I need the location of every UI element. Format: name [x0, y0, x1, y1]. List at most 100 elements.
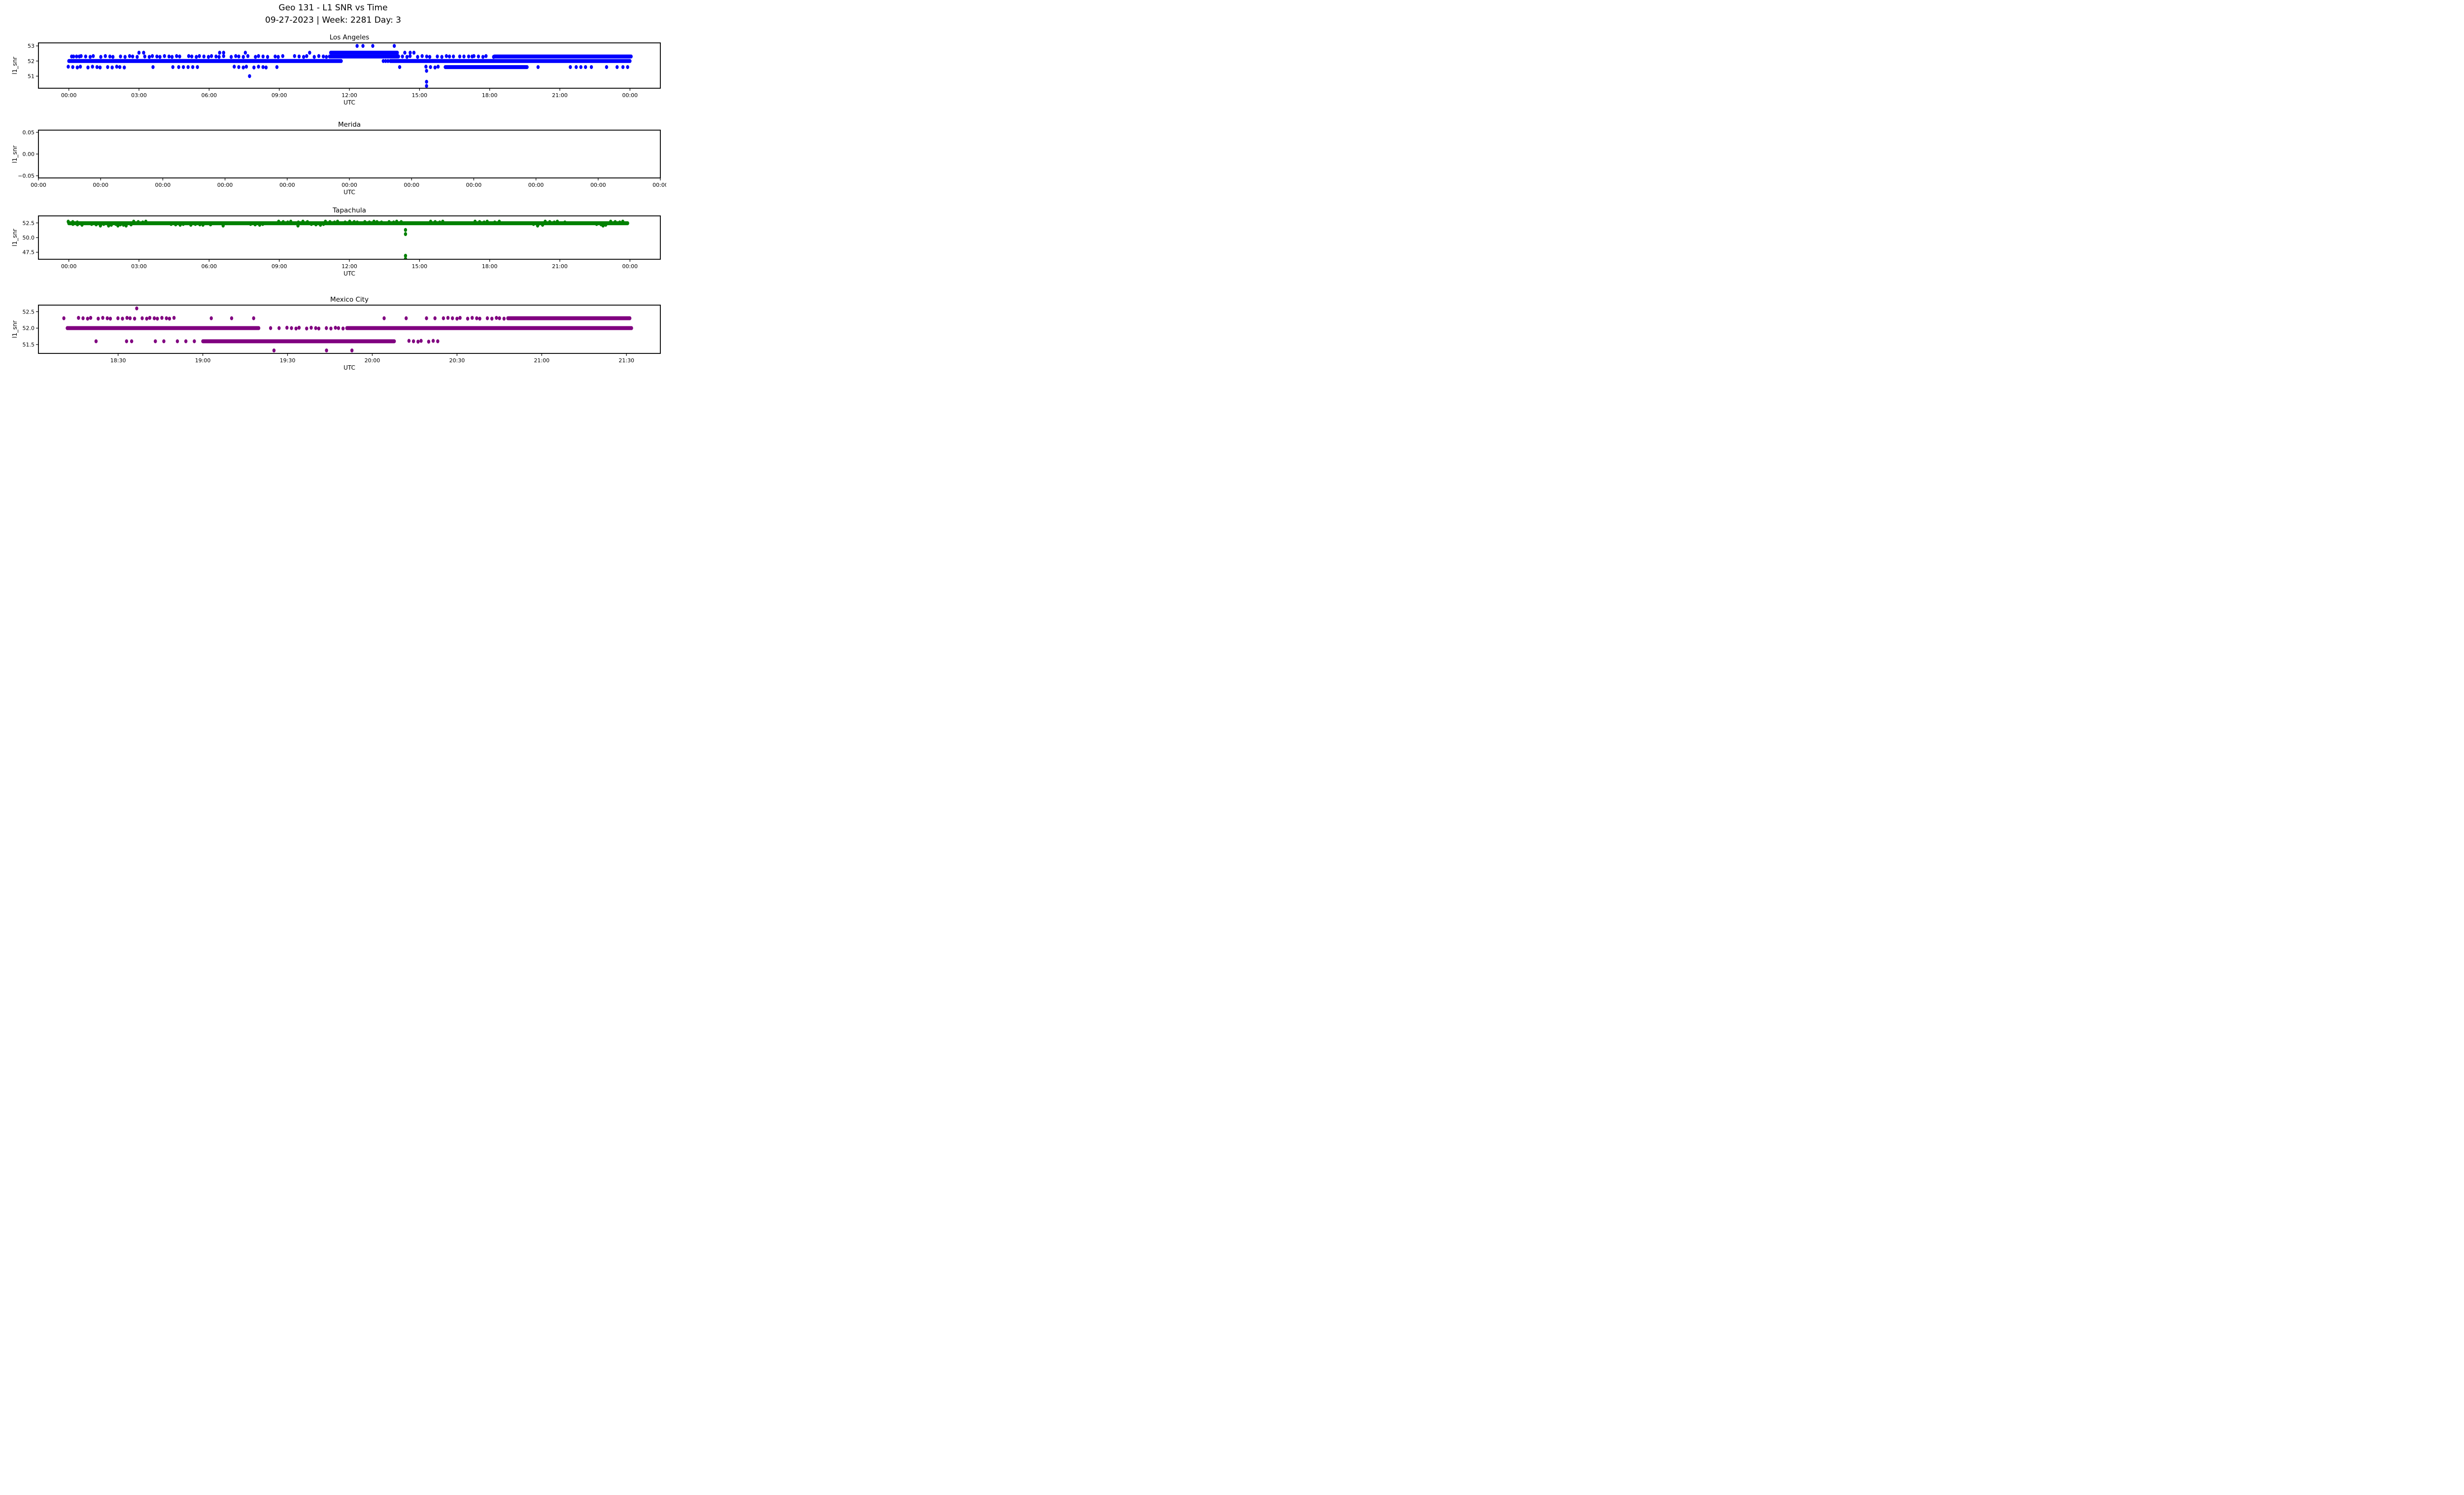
subplot-title: Mexico City	[330, 296, 369, 304]
data-point	[541, 223, 545, 227]
x-tick-label: 00:00	[622, 263, 638, 270]
data-point	[62, 316, 66, 320]
data-point	[77, 315, 80, 320]
data-point	[404, 257, 408, 259]
data-point	[261, 65, 265, 70]
data-point	[175, 339, 179, 344]
data-point	[319, 223, 322, 227]
data-point	[186, 65, 190, 70]
x-tick-label: 00:00	[342, 182, 357, 188]
x-tick-label: 21:00	[534, 357, 549, 364]
data-point	[209, 54, 213, 58]
data-point	[321, 54, 325, 59]
data-point	[95, 65, 99, 70]
y-tick-label: 51	[28, 73, 34, 79]
data-point	[416, 340, 420, 344]
x-tick-label: 00:00	[590, 182, 606, 188]
data-point	[123, 65, 126, 70]
data-point	[229, 55, 233, 59]
data-point	[170, 55, 174, 59]
data-point	[195, 55, 198, 59]
data-point	[325, 326, 328, 330]
data-point	[122, 223, 125, 227]
y-tick-label: 0.00	[23, 151, 35, 158]
data-point	[77, 54, 81, 59]
data-point	[198, 222, 202, 227]
data-point	[123, 55, 127, 59]
data-point	[253, 222, 257, 227]
data-point	[536, 65, 540, 70]
data-point	[154, 339, 157, 344]
x-tick-label: 00:00	[279, 182, 295, 188]
data-point	[408, 54, 412, 58]
data-point	[425, 54, 429, 59]
data-point	[276, 55, 280, 59]
data-point	[241, 65, 245, 70]
plots-svg: 00:00 03:00 06:00 09:00 12:00 15:00 18:00 21:00…	[18, 42, 666, 364]
data-point	[447, 54, 451, 59]
data-point	[575, 65, 578, 70]
data-point	[403, 50, 407, 55]
data-point	[384, 59, 387, 63]
data-point	[616, 65, 619, 70]
data-point	[621, 65, 625, 70]
x-tick-label: 12:00	[342, 92, 357, 99]
data-point	[152, 316, 156, 320]
data-point	[103, 54, 107, 58]
data-point	[467, 54, 471, 59]
data-point	[446, 315, 450, 320]
data-point	[475, 316, 479, 320]
x-tick-label: 20:30	[449, 357, 465, 364]
data-point	[230, 316, 234, 320]
data-point	[252, 316, 255, 320]
data-point	[355, 44, 359, 48]
data-point	[217, 55, 221, 59]
plot-area	[67, 44, 633, 88]
data-point	[241, 55, 245, 59]
data-point	[165, 316, 168, 320]
data-point	[119, 222, 122, 227]
x-tick-label: 00:00	[652, 182, 666, 188]
data-point	[78, 65, 82, 69]
x-axis-label: UTC	[343, 189, 355, 196]
y-tick-label: 52	[28, 58, 34, 65]
data-point	[583, 65, 587, 70]
x-tick-label: 00:00	[466, 182, 482, 188]
data-band	[388, 59, 632, 63]
data-point	[71, 54, 75, 59]
data-point	[404, 253, 408, 258]
data-point	[401, 54, 404, 59]
data-point	[75, 65, 79, 70]
data-band	[329, 50, 399, 55]
data-point	[427, 340, 431, 344]
data-point	[419, 339, 423, 343]
data-point	[297, 325, 301, 330]
data-point	[110, 65, 114, 70]
data-point	[436, 339, 440, 344]
data-point	[429, 65, 432, 70]
y-tick-label: 52.5	[23, 220, 35, 226]
data-point	[626, 65, 629, 70]
data-point	[75, 222, 79, 227]
data-band	[201, 339, 396, 344]
data-point	[206, 55, 210, 59]
data-point	[158, 55, 162, 59]
x-tick-label: 18:30	[110, 357, 126, 364]
data-point	[160, 315, 164, 320]
data-point	[361, 44, 365, 48]
data-point	[201, 223, 205, 227]
data-point	[102, 222, 105, 226]
data-band	[67, 221, 629, 225]
subplot-title: Los Angeles	[329, 34, 370, 41]
subplot-title: Merida	[338, 121, 361, 129]
data-point	[237, 65, 240, 70]
x-tick-label: 00:00	[622, 92, 638, 99]
data-point	[425, 69, 428, 73]
data-point	[108, 54, 112, 59]
data-point	[137, 50, 141, 55]
data-point	[261, 222, 265, 226]
data-point	[428, 55, 432, 59]
data-point	[404, 232, 408, 236]
x-tick-label: 18:00	[482, 92, 498, 99]
data-point	[119, 54, 122, 59]
